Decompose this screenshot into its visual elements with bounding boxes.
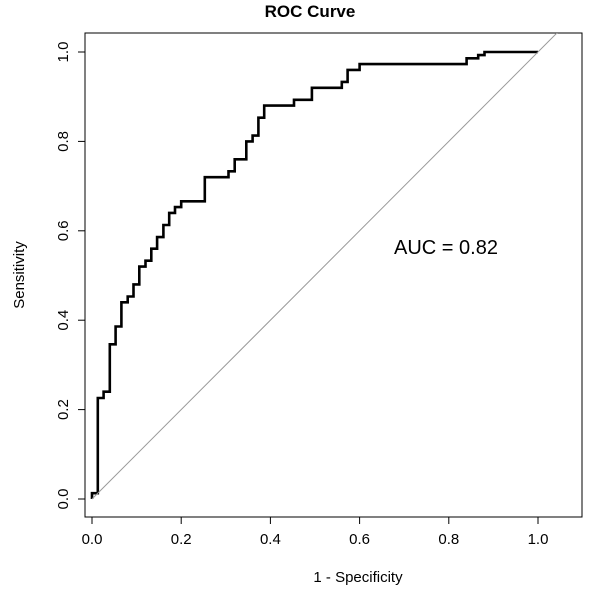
plot-frame [84,32,583,518]
y-tick-label-3: 0.6 [55,220,72,241]
roc-curve-line [90,50,538,499]
x-tick-label-5: 1.0 [528,531,549,548]
y-tick-label-2: 0.4 [55,310,72,331]
auc-annotation: AUC = 0.82 [394,237,498,259]
chart-title: ROC Curve [265,2,356,21]
y-tick-label-1: 0.2 [55,399,72,420]
chance-diagonal-line [91,33,558,500]
y-axis: 0.0 0.2 0.4 0.6 0.8 1.0 [55,42,86,510]
x-tick-label-2: 0.4 [260,531,281,548]
x-axis-title: 1 - Specificity [313,569,403,586]
x-tick-label-4: 0.8 [438,531,459,548]
y-tick-label-4: 0.8 [55,131,72,152]
x-tick-label-3: 0.6 [349,531,370,548]
series-layer [90,33,558,500]
y-axis-title: Sensitivity [11,241,28,309]
y-tick-label-0: 0.0 [55,489,72,510]
x-tick-label-0: 0.0 [82,531,103,548]
x-axis: 0.0 0.2 0.4 0.6 0.8 1.0 [82,516,549,548]
x-tick-label-1: 0.2 [171,531,192,548]
y-tick-label-5: 1.0 [55,42,72,63]
